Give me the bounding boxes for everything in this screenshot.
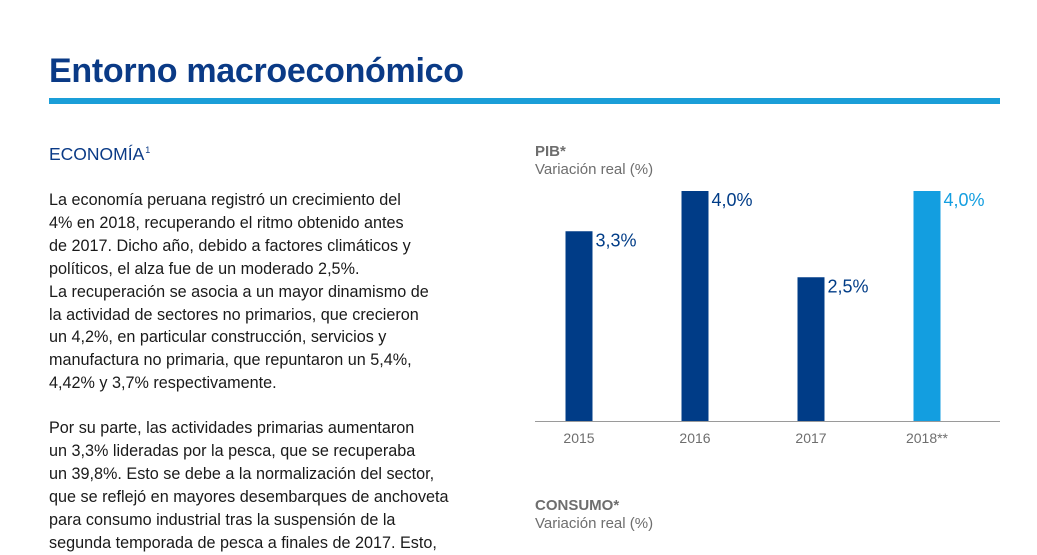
paragraph-line: un 39,8%. Esto se debe a la normalizació… bbox=[49, 464, 435, 483]
paragraph-line: La economía peruana registró un crecimie… bbox=[49, 191, 401, 209]
paragraph-line: segunda temporada de pesca a finales de … bbox=[49, 533, 437, 552]
consumo-chart-subtitle: Variación real (%) bbox=[535, 515, 654, 532]
data-label-2016: 4,0% bbox=[712, 190, 753, 210]
x-tick-label-2017: 2017 bbox=[795, 430, 826, 446]
pib-chart-title: PIB* bbox=[535, 143, 566, 160]
paragraph-line: 4,42% y 3,7% respectivamente. bbox=[49, 374, 277, 393]
paragraph-line: La recuperación se asocia a un mayor din… bbox=[49, 282, 429, 301]
x-tick-label-2016: 2016 bbox=[679, 430, 710, 446]
section-heading-text: ECONOMÍA bbox=[49, 144, 145, 164]
paragraph-line: de 2017. Dicho año, debido a factores cl… bbox=[49, 236, 411, 255]
paragraph-2: Por su parte, las actividades primarias … bbox=[49, 417, 519, 554]
page-title: Entorno macroeconómico bbox=[49, 52, 464, 90]
x-tick-label-2018**: 2018** bbox=[906, 430, 949, 446]
paragraph-line: que se reflejó en mayores desembarques d… bbox=[49, 487, 449, 506]
pib-bar-chart: 3,3% 2015 4,0% 2016 2,5% 2017 4,0% 2018** bbox=[535, 190, 1000, 446]
paragraph-line: 4% en 2018, recuperando el ritmo obtenid… bbox=[49, 213, 404, 232]
paragraph-line: un 4,2%, en particular construcción, ser… bbox=[49, 328, 387, 347]
paragraph-line: Por su parte, las actividades primarias … bbox=[49, 419, 415, 437]
bar-2015 bbox=[565, 231, 593, 421]
paragraph-line: manufactura no primaria, que repuntaron … bbox=[49, 351, 412, 370]
bar-2016 bbox=[681, 191, 709, 421]
consumo-chart-title: CONSUMO* bbox=[535, 497, 620, 514]
paragraph-line: para consumo industrial tras la suspensi… bbox=[49, 510, 396, 529]
footnote-marker: 1 bbox=[145, 145, 151, 156]
pib-chart-subtitle: Variación real (%) bbox=[535, 161, 654, 178]
title-divider bbox=[49, 98, 1000, 104]
bar-2017 bbox=[797, 277, 825, 421]
paragraph-line: políticos, el alza fue de un moderado 2,… bbox=[49, 259, 360, 278]
section-heading: ECONOMÍA1 bbox=[49, 144, 150, 165]
paragraph-1: La economía peruana registró un crecimie… bbox=[49, 189, 519, 395]
data-label-2017: 2,5% bbox=[828, 276, 869, 296]
x-tick-label-2015: 2015 bbox=[563, 430, 594, 446]
bar-2018** bbox=[913, 191, 941, 421]
paragraph-line: la actividad de sectores no primarios, q… bbox=[49, 305, 419, 324]
data-label-2015: 3,3% bbox=[596, 230, 637, 250]
paragraph-line: un 3,3% lideradas por la pesca, que se r… bbox=[49, 441, 416, 460]
data-label-2018**: 4,0% bbox=[944, 190, 985, 210]
